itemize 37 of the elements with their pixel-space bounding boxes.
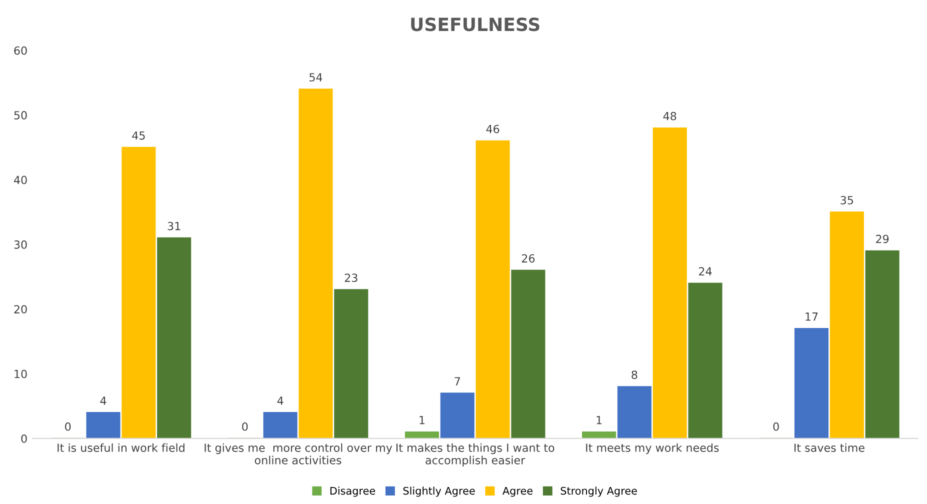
- y-tick-label: 60: [14, 46, 27, 55]
- y-tick-label: 10: [14, 370, 27, 378]
- y-tick-label: 20: [14, 305, 27, 314]
- data-label: 29: [876, 234, 889, 244]
- data-label: 17: [806, 312, 818, 321]
- data-label: 31: [168, 222, 180, 230]
- legend-label: Agree: [502, 486, 532, 497]
- data-label: 23: [344, 274, 358, 282]
- data-label: 45: [132, 131, 145, 140]
- x-tick-label: It makes the things I want to accomplish easier: [396, 443, 554, 467]
- data-label: 1: [420, 416, 424, 424]
- data-label: 1: [596, 416, 602, 424]
- data-label: 4: [277, 396, 284, 405]
- x-tick-label: It is useful in work field: [58, 443, 184, 452]
- data-label: 48: [663, 112, 676, 120]
- legend-label: Slightly Agree: [403, 486, 475, 497]
- data-label: 0: [65, 422, 71, 431]
- y-tick-label: 0: [21, 434, 27, 443]
- legend-label: Disagree: [330, 486, 376, 497]
- data-label: 54: [310, 73, 322, 82]
- data-label: 46: [486, 124, 500, 134]
- data-label: 24: [699, 267, 712, 276]
- x-tick-label: It meets my work needs: [586, 443, 719, 454]
- data-label: 4: [100, 396, 106, 405]
- data-label: 0: [242, 422, 248, 431]
- data-label: 35: [840, 196, 854, 204]
- y-tick-label: 40: [14, 176, 27, 184]
- data-label: 0: [773, 422, 779, 431]
- data-label: 7: [454, 377, 460, 386]
- x-tick-label: It saves time: [794, 443, 864, 452]
- legend-label: Strongly Agree: [560, 486, 637, 497]
- data-label: 26: [522, 254, 535, 263]
- data-label: 8: [632, 370, 638, 380]
- chart-title: USEFULNESS: [411, 18, 540, 32]
- x-tick-label: It gives me more control over my online activities: [204, 443, 392, 464]
- y-tick-label: 50: [14, 111, 27, 120]
- y-tick-label: 30: [14, 240, 27, 249]
